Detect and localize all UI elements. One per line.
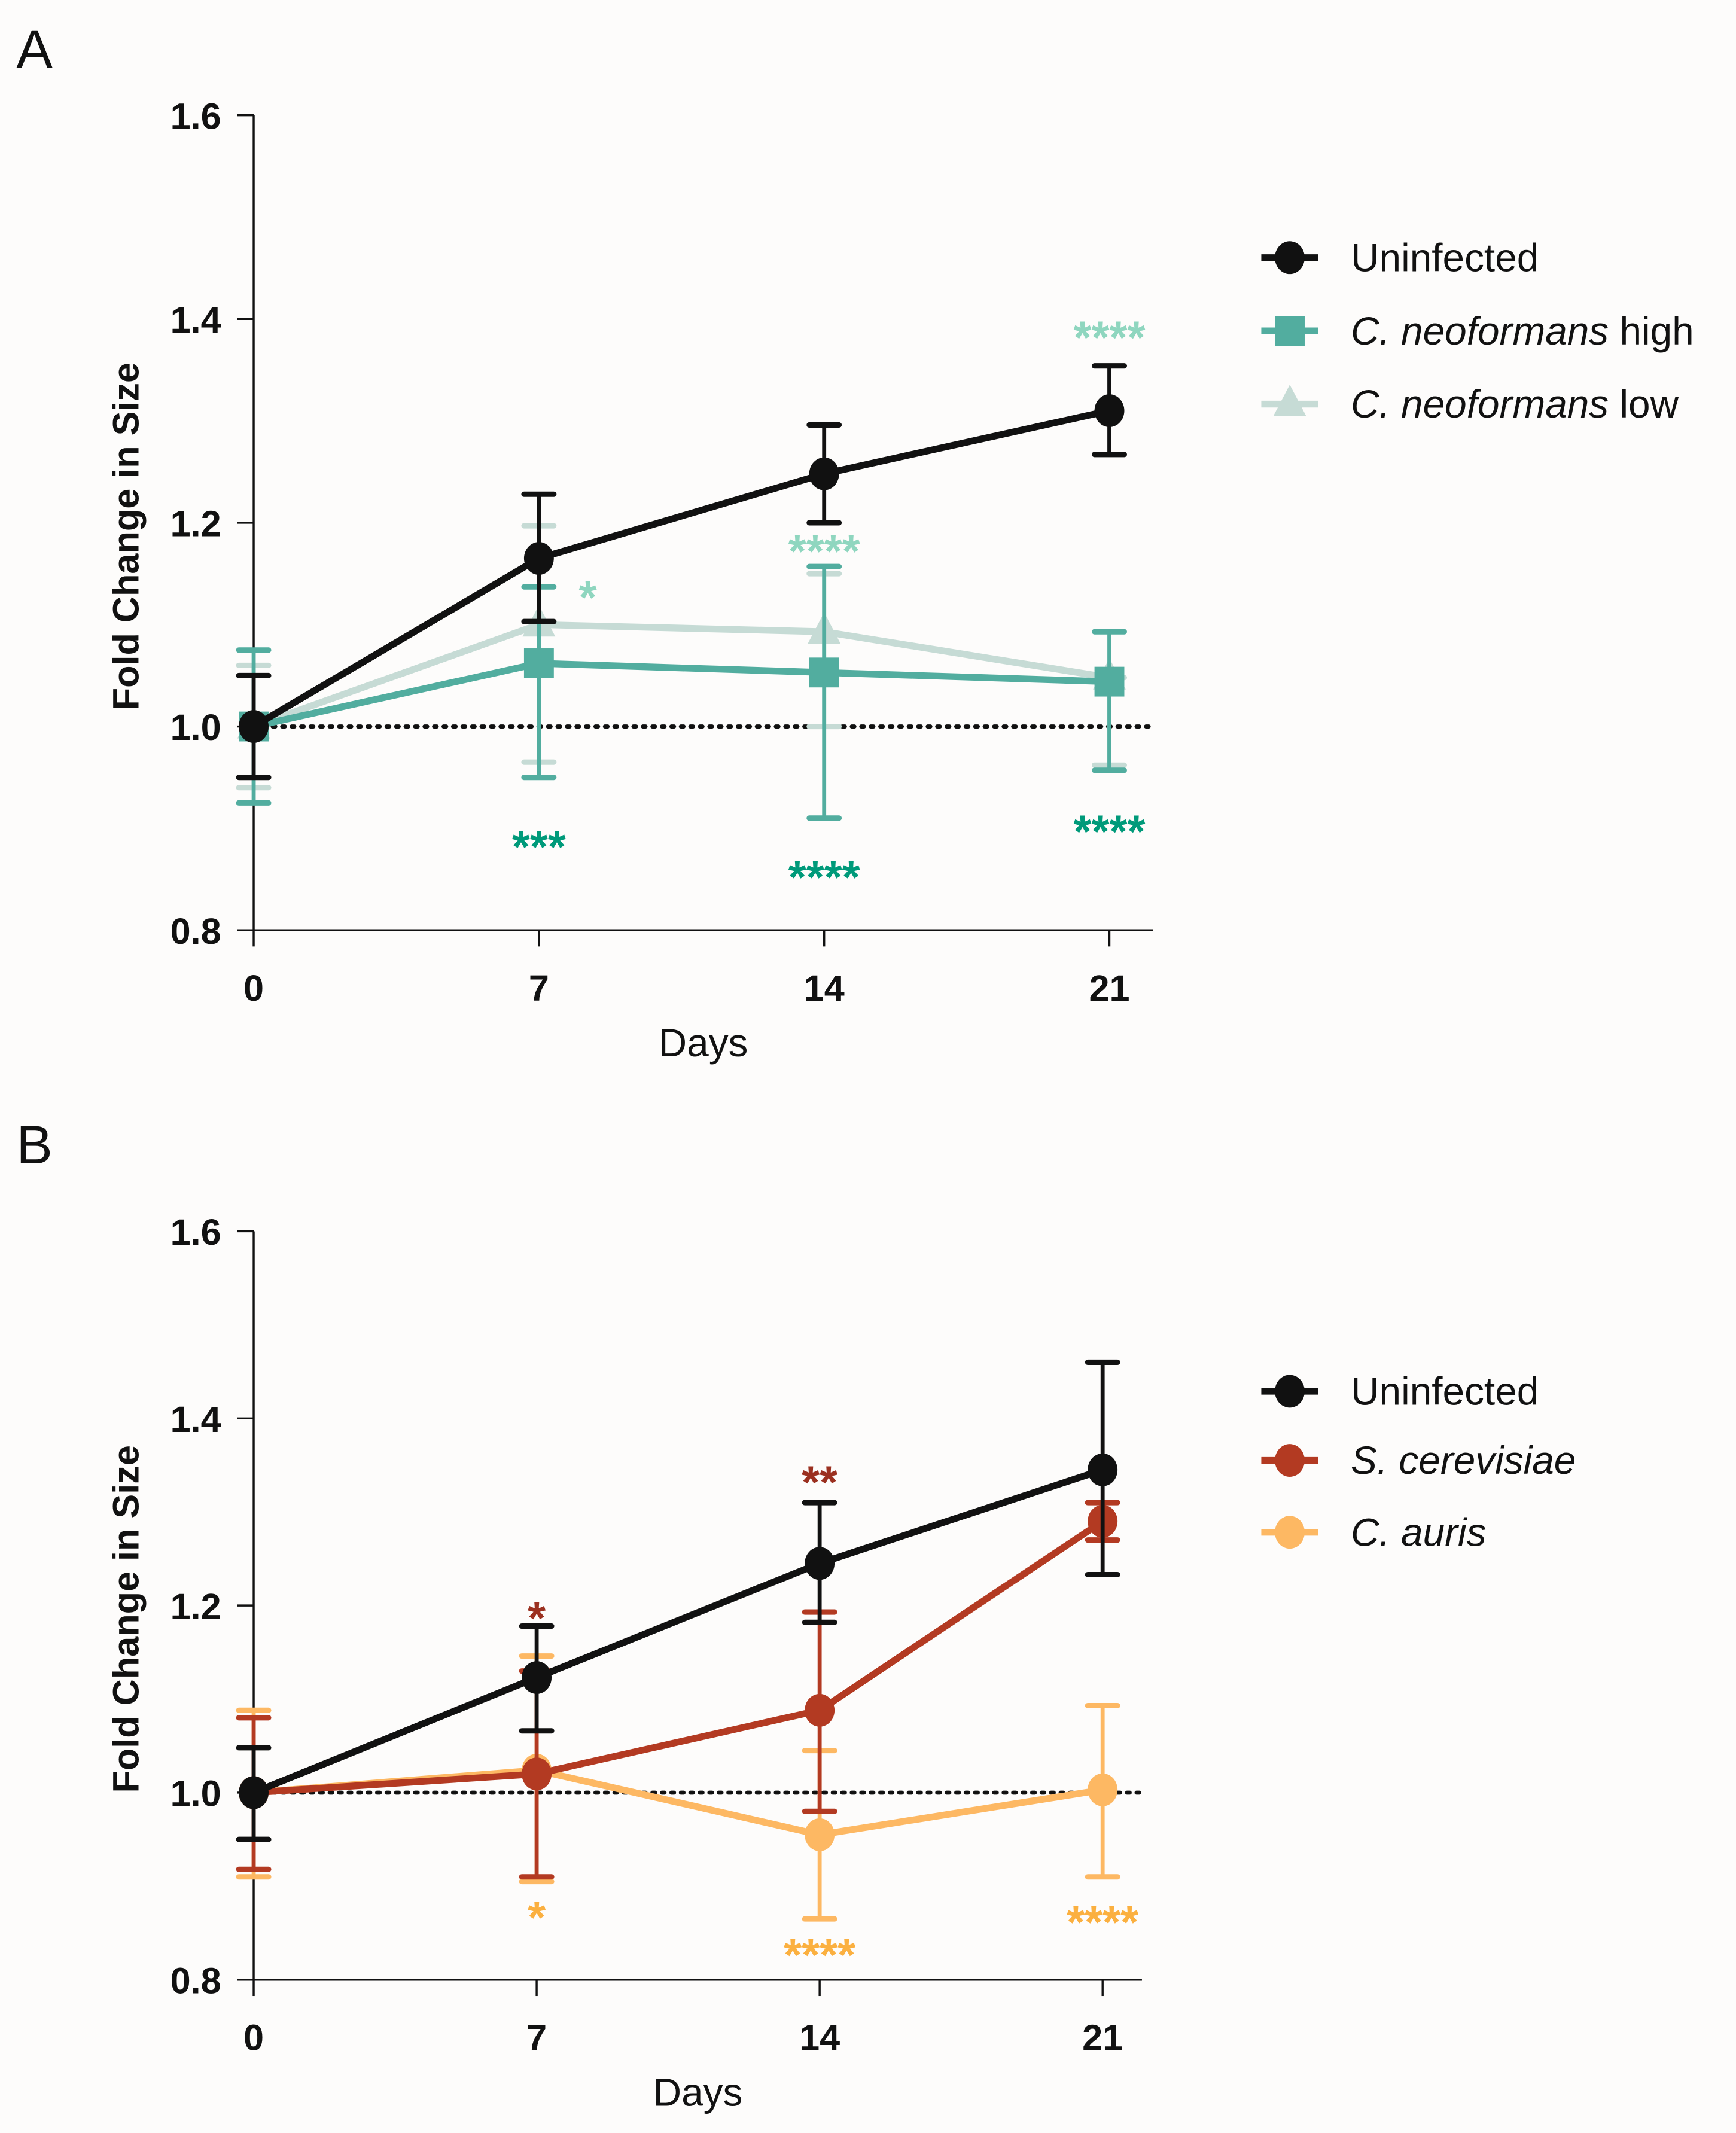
- data-point: [523, 542, 554, 575]
- y-tick-label: 0.8: [170, 911, 221, 952]
- x-tick-label: 0: [243, 968, 264, 1008]
- series-s-cerevisiae: [236, 1500, 1120, 1880]
- y-tick-label: 0.8: [170, 1960, 221, 2001]
- legend-label-italic: C. neoformans: [1351, 382, 1609, 426]
- series-line: [252, 407, 1110, 730]
- series-line: [252, 660, 1110, 730]
- legend-label-plain: Uninfected: [1351, 1369, 1539, 1413]
- panel-a: A 0.8 1.0 1.2 1.4 1.6 0 7 14 21 Days Fold Change in…: [16, 19, 1694, 1065]
- y-tick-label: 1.4: [170, 1399, 221, 1440]
- data-point: [522, 1661, 552, 1695]
- significance-annotation: ***: [512, 821, 566, 873]
- legend-label-plain: high: [1609, 309, 1694, 353]
- x-tick-label: 14: [799, 2018, 840, 2058]
- data-point: [1088, 1453, 1118, 1486]
- series-c-neoformans-high: [236, 563, 1127, 821]
- data-point: [522, 1757, 552, 1791]
- legend-marker: [1275, 1444, 1305, 1477]
- significance-annotation: ****: [1074, 806, 1146, 858]
- significance-annotation: ****: [788, 852, 860, 903]
- legend-item: C. auris: [1261, 1510, 1487, 1554]
- series-line: [253, 1518, 1105, 1796]
- data-point: [805, 1693, 835, 1727]
- data-point: [1094, 666, 1125, 697]
- legend-item: Uninfected: [1261, 235, 1539, 279]
- legend-label: C. neoformans high: [1351, 309, 1694, 353]
- legend-label-italic: S. cerevisiae: [1351, 1438, 1576, 1482]
- x-tick-label: 0: [243, 2018, 264, 2058]
- x-tick-label: 21: [1082, 2018, 1123, 2058]
- legend: Uninfected S. cerevisiae C. auris: [1261, 1369, 1576, 1554]
- data-point: [239, 1776, 269, 1809]
- x-tick-label: 7: [529, 968, 549, 1008]
- legend-marker: [1275, 316, 1305, 346]
- y-axis-label: Fold Change in Size: [105, 1445, 146, 1793]
- legend-marker: [1275, 1516, 1305, 1549]
- series-line: [253, 1766, 1104, 1839]
- significance-annotation: **: [802, 1457, 837, 1509]
- panel-label: A: [16, 19, 53, 80]
- y-tick-label: 1.0: [170, 707, 221, 748]
- series-uninfected: [236, 1359, 1120, 1842]
- series-line: [252, 621, 1110, 730]
- significance-annotation: ****: [1074, 312, 1146, 364]
- series-uninfected: [236, 363, 1127, 781]
- legend-label: Uninfected: [1351, 235, 1539, 279]
- legend-item: S. cerevisiae: [1261, 1438, 1576, 1482]
- significance-annotation: ****: [788, 526, 860, 577]
- significance-annotation: ****: [1067, 1897, 1138, 1948]
- legend-label-plain: Uninfected: [1351, 235, 1539, 279]
- legend-label: Uninfected: [1351, 1369, 1539, 1413]
- legend-label: C. auris: [1351, 1510, 1486, 1554]
- x-tick-label: 21: [1089, 968, 1129, 1008]
- significance-annotation: ****: [784, 1930, 855, 1981]
- x-tick-label: 14: [804, 968, 845, 1008]
- series-line: [252, 1466, 1104, 1796]
- y-axis-label: Fold Change in Size: [105, 362, 146, 710]
- legend-label-italic: C. auris: [1351, 1510, 1486, 1554]
- significance-annotation: *: [528, 1892, 546, 1943]
- legend-marker: [1275, 241, 1305, 275]
- x-tick-label: 7: [526, 2018, 547, 2058]
- data-point: [1094, 394, 1125, 428]
- legend-item: C. neoformans low: [1261, 382, 1679, 426]
- y-tick-label: 1.6: [170, 1212, 221, 1253]
- data-point: [805, 1818, 835, 1851]
- legend-label: C. neoformans low: [1351, 382, 1679, 426]
- y-tick-label: 1.2: [170, 1586, 221, 1627]
- legend-marker: [1273, 385, 1306, 416]
- panel-b: B 0.8 1.0 1.2 1.4 1.6 0 7 14 21 Days Fold Change in…: [16, 1115, 1576, 2114]
- panel-label: B: [16, 1115, 52, 1175]
- y-tick-label: 1.0: [170, 1774, 221, 1814]
- y-tick-label: 1.2: [170, 504, 221, 544]
- x-axis-label: Days: [653, 2070, 743, 2114]
- data-point: [239, 710, 269, 743]
- legend-label-plain: low: [1609, 382, 1679, 426]
- legend-label-italic: C. neoformans: [1351, 309, 1609, 353]
- legend-item: Uninfected: [1261, 1369, 1539, 1413]
- y-tick-label: 1.6: [170, 96, 221, 136]
- data-point: [523, 648, 554, 678]
- significance-annotation: *: [528, 1593, 546, 1644]
- data-point: [805, 1547, 835, 1580]
- legend-label: S. cerevisiae: [1351, 1438, 1576, 1482]
- significance-annotation: *: [579, 572, 597, 623]
- data-point: [809, 457, 839, 490]
- y-tick-label: 1.4: [170, 300, 221, 340]
- x-axis-label: Days: [659, 1020, 748, 1065]
- data-point: [1088, 1773, 1118, 1806]
- data-point: [809, 657, 839, 688]
- legend-marker: [1275, 1375, 1305, 1408]
- legend-item: C. neoformans high: [1261, 309, 1694, 353]
